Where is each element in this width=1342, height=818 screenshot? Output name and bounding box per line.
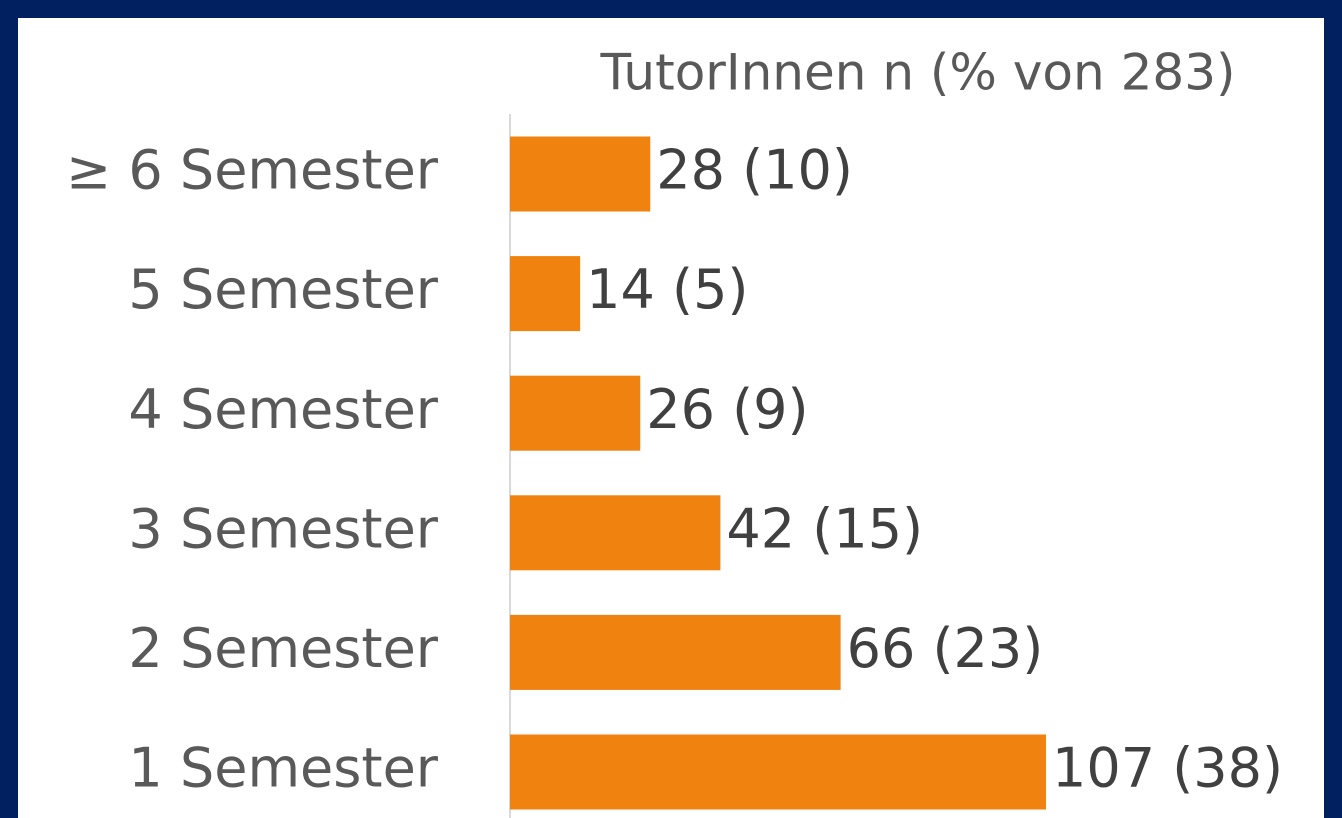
value-label: 26 (9) [646,378,808,441]
category-label: 2 Semester [128,617,438,680]
bar [510,375,641,451]
category-label: ≥ 6 Semester [66,139,439,202]
value-label: 42 (15) [726,497,923,560]
category-label: 4 Semester [128,378,438,441]
value-label: 66 (23) [847,617,1044,680]
category-label: 5 Semester [128,258,438,321]
bar [510,495,721,571]
bar [510,136,651,212]
value-label: 28 (10) [656,139,853,202]
chart-title: TutorInnen n (% von 283) [599,44,1235,102]
bar [510,734,1046,810]
value-label: 14 (5) [586,258,748,321]
bar [510,614,841,690]
category-label: 3 Semester [128,497,438,560]
value-label: 107 (38) [1052,737,1283,800]
category-label: 1 Semester [128,737,438,800]
bar [510,256,581,332]
